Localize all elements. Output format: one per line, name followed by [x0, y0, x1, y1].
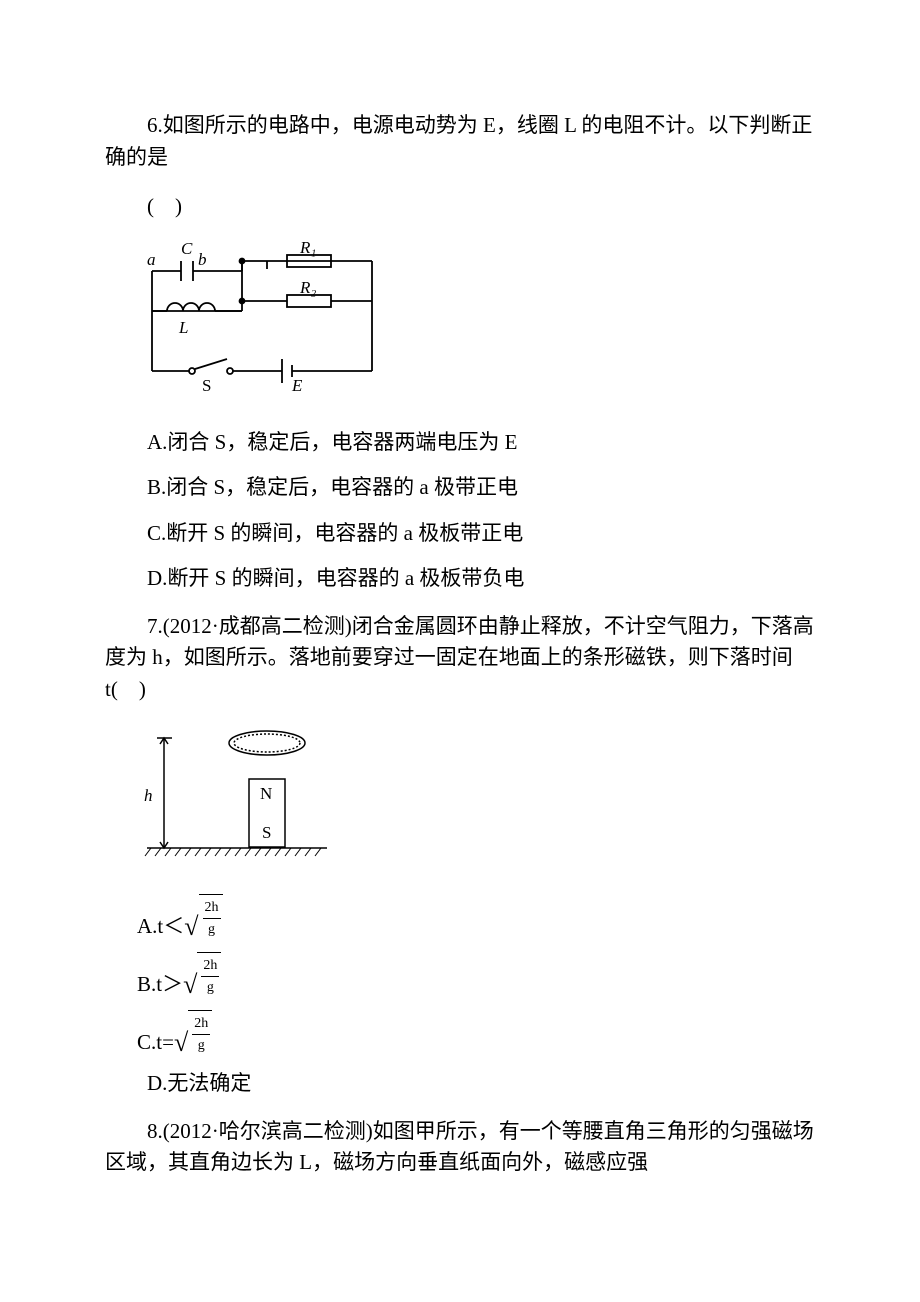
q7-stem: 7.(2012·成都高二检测)闭合金属圆环由静止释放，不计空气阻力，下落高度为 … — [105, 611, 815, 706]
circuit-svg: a b C R₁ R₂ L S E — [137, 241, 382, 401]
label-E: E — [291, 376, 303, 395]
q6-paren: ( ) — [105, 191, 815, 223]
frac-num: 2h — [203, 897, 221, 919]
frac-den: g — [206, 919, 217, 940]
q7-A-pre: A.t＜ — [137, 911, 184, 943]
q6-option-D: D.断开 S 的瞬间，电容器的 a 极板带负电 — [105, 563, 815, 595]
label-R1: R₁ — [299, 241, 316, 257]
sqrt-body: 2h g — [199, 894, 223, 942]
radical-icon: √ — [183, 965, 197, 1004]
q7-B-pre: B.t＞ — [137, 969, 183, 1001]
radical-icon: √ — [174, 1023, 188, 1062]
q7-figure: h N S — [137, 723, 815, 876]
label-R2: R₂ — [299, 278, 316, 297]
q7-C-pre: C.t= — [137, 1027, 174, 1059]
label-C: C — [181, 241, 193, 258]
frac-den: g — [196, 1035, 207, 1056]
label-a: a — [147, 250, 156, 269]
q7-svg: h N S — [137, 723, 337, 868]
q6-option-A: A.闭合 S，稳定后，电容器两端电压为 E — [105, 427, 815, 459]
sqrt-body: 2h g — [188, 1010, 212, 1058]
frac-num: 2h — [201, 955, 219, 977]
label-b: b — [198, 250, 207, 269]
q6-option-C: C.断开 S 的瞬间，电容器的 a 极板带正电 — [105, 518, 815, 550]
label-N: N — [260, 784, 272, 803]
q6-option-B: B.闭合 S，稳定后，电容器的 a 极带正电 — [105, 472, 815, 504]
q7-option-A: A.t＜ √ 2h g — [137, 894, 815, 942]
q7-option-B: B.t＞ √ 2h g — [137, 952, 815, 1000]
sqrt-body: 2h g — [197, 952, 221, 1000]
label-S: S — [202, 376, 211, 395]
label-h: h — [144, 786, 153, 805]
frac-den: g — [205, 977, 216, 998]
label-L: L — [178, 318, 188, 337]
q6-stem: 6.如图所示的电路中，电源电动势为 E，线圈 L 的电阻不计。以下判断正确的是 — [105, 110, 815, 173]
q6-circuit-figure: a b C R₁ R₂ L S E — [137, 241, 815, 409]
label-S2: S — [262, 823, 271, 842]
q8-stem: 8.(2012·哈尔滨高二检测)如图甲所示，有一个等腰直角三角形的匀强磁场区域，… — [105, 1116, 815, 1179]
q7-option-D: D.无法确定 — [105, 1068, 815, 1100]
frac-num: 2h — [192, 1013, 210, 1035]
radical-icon: √ — [184, 907, 198, 946]
q7-option-C: C.t= √ 2h g — [137, 1010, 815, 1058]
